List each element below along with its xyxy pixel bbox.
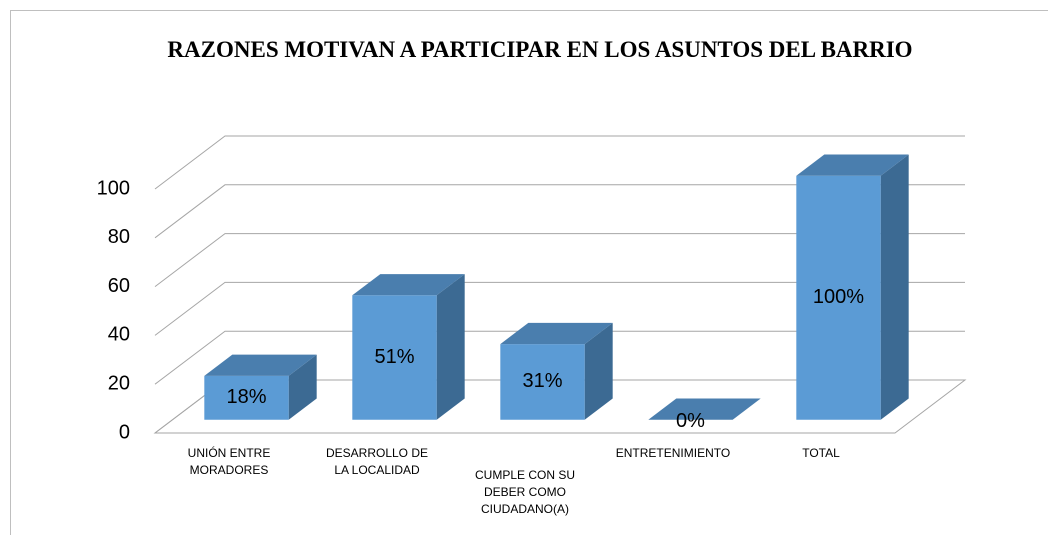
- value-label: 0%: [676, 410, 705, 432]
- x-tick-label: DESARROLLO DE LA LOCALIDAD: [325, 446, 429, 477]
- chart-title: RAZONES MOTIVAN A PARTICIPAR EN LOS ASUN…: [167, 37, 913, 62]
- bar-front: [352, 295, 437, 420]
- bar-front: [796, 175, 881, 420]
- bar-top: [648, 398, 761, 420]
- bar-side: [436, 274, 465, 420]
- x-tick-label: CUMPLE CON SU DEBER COMO CIUDADANO(A): [474, 468, 575, 516]
- bar-top: [796, 154, 909, 176]
- grid-line: [154, 330, 965, 385]
- value-label: 100%: [813, 286, 864, 308]
- value-label: 18%: [226, 386, 266, 408]
- y-tick-label: 60: [108, 275, 130, 297]
- chart-border: [10, 10, 1048, 535]
- grid-line: [154, 135, 965, 190]
- grid-line: [154, 233, 965, 287]
- bar-top: [352, 274, 465, 296]
- bar-top: [204, 354, 317, 376]
- y-tick-label: 20: [108, 372, 130, 394]
- bar: [204, 354, 317, 420]
- bar-side: [584, 322, 613, 420]
- x-tick-label: UNIÓN ENTRE MORADORES: [187, 446, 271, 477]
- bar: [352, 274, 465, 420]
- bar-side: [880, 154, 909, 420]
- x-tick-label: TOTAL: [802, 446, 840, 460]
- bar-top: [500, 322, 613, 345]
- grid-line: [154, 184, 965, 239]
- bar-front: [500, 344, 585, 420]
- x-tick-label: ENTRETENIMIENTO: [615, 446, 731, 460]
- bar-side: [288, 354, 317, 420]
- bar-front: [204, 375, 289, 420]
- value-label: 51%: [374, 346, 414, 368]
- y-tick-label: 0: [119, 421, 130, 443]
- y-tick-label: 100: [97, 177, 130, 199]
- value-label: 31%: [522, 370, 562, 392]
- bar: [500, 322, 613, 420]
- bar: [648, 398, 761, 420]
- bar: [796, 154, 909, 420]
- grid-line: [154, 281, 965, 336]
- y-tick-label: 80: [108, 226, 130, 248]
- y-tick-label: 40: [108, 324, 130, 346]
